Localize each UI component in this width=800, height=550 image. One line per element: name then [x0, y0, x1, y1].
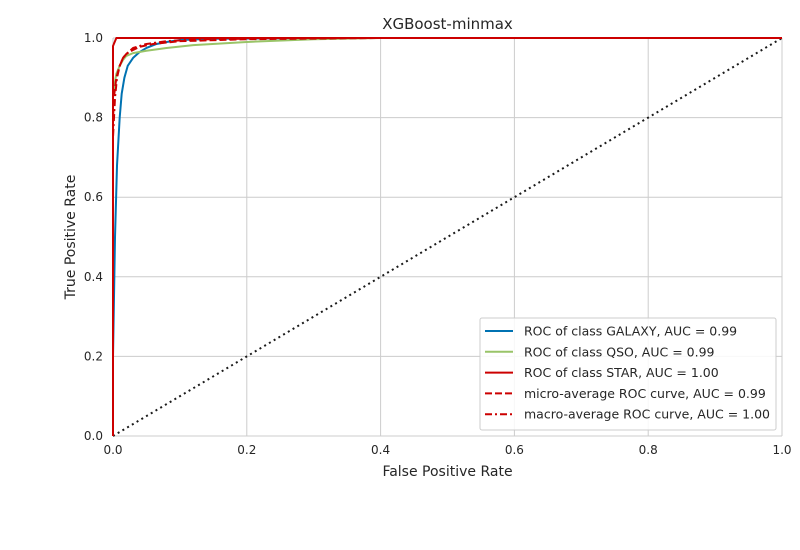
- x-tick-label: 0.8: [639, 443, 658, 457]
- legend: ROC of class GALAXY, AUC = 0.99 ROC of cl…: [479, 317, 777, 431]
- y-tick-label: 0.6: [84, 190, 103, 204]
- y-tick-label: 0.4: [84, 270, 103, 284]
- x-tick-label: 0.0: [103, 443, 122, 457]
- legend-label: ROC of class QSO, AUC = 0.99: [524, 344, 715, 359]
- series-lines: [112, 37, 782, 436]
- legend-label: ROC of class STAR, AUC = 1.00: [524, 365, 719, 380]
- chart-title: XGBoost-minmax: [382, 15, 513, 33]
- y-tick-labels: 0.0 0.2 0.4 0.6 0.8 1.0: [84, 31, 103, 443]
- y-tick-label: 1.0: [84, 31, 103, 45]
- x-axis-label: False Positive Rate: [382, 464, 512, 480]
- x-tick-label: 0.4: [371, 443, 390, 457]
- y-tick-label: 0.0: [84, 429, 103, 443]
- legend-label: ROC of class GALAXY, AUC = 0.99: [524, 324, 737, 339]
- x-tick-label: 1.0: [772, 443, 791, 457]
- x-tick-label: 0.6: [505, 443, 524, 457]
- y-tick-label: 0.2: [84, 349, 103, 363]
- legend-label: micro-average ROC curve, AUC = 0.99: [524, 386, 766, 401]
- x-tick-label: 0.2: [237, 443, 256, 457]
- y-axis-label: True Positive Rate: [63, 175, 79, 301]
- roc-series-line: [112, 37, 782, 436]
- legend-label: macro-average ROC curve, AUC = 1.00: [524, 407, 770, 422]
- y-tick-label: 0.8: [84, 111, 103, 125]
- legend-box: [479, 317, 777, 431]
- x-tick-labels: 0.0 0.2 0.4 0.6 0.8 1.0: [103, 443, 791, 457]
